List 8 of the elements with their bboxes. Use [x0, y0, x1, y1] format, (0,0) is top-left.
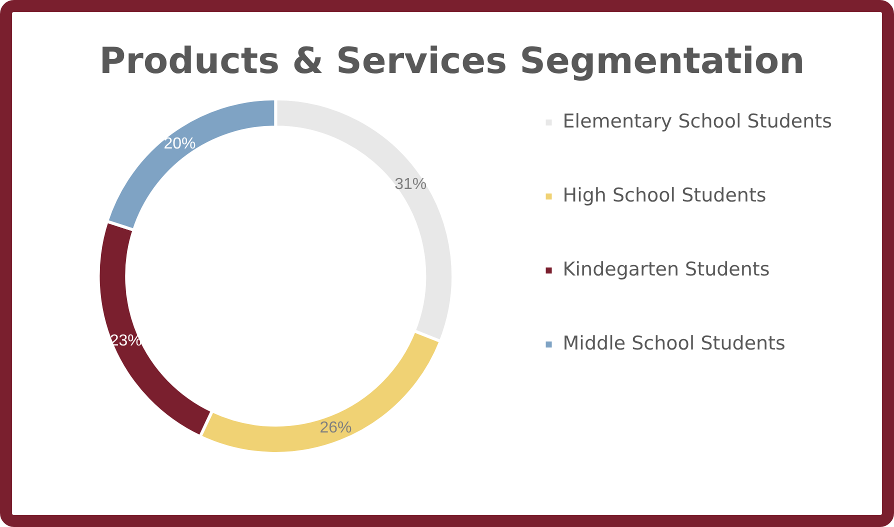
legend-label: High School Students	[562, 184, 766, 206]
chart-title: Products & Services Segmentation	[99, 40, 805, 82]
data-label: 26%	[320, 419, 352, 436]
legend-label: Middle School Students	[562, 332, 786, 354]
legend-label: Elementary School Students	[562, 110, 832, 132]
legend-label: Kindegarten Students	[562, 258, 770, 280]
data-label: 31%	[394, 176, 427, 193]
data-label: 20%	[164, 135, 196, 152]
